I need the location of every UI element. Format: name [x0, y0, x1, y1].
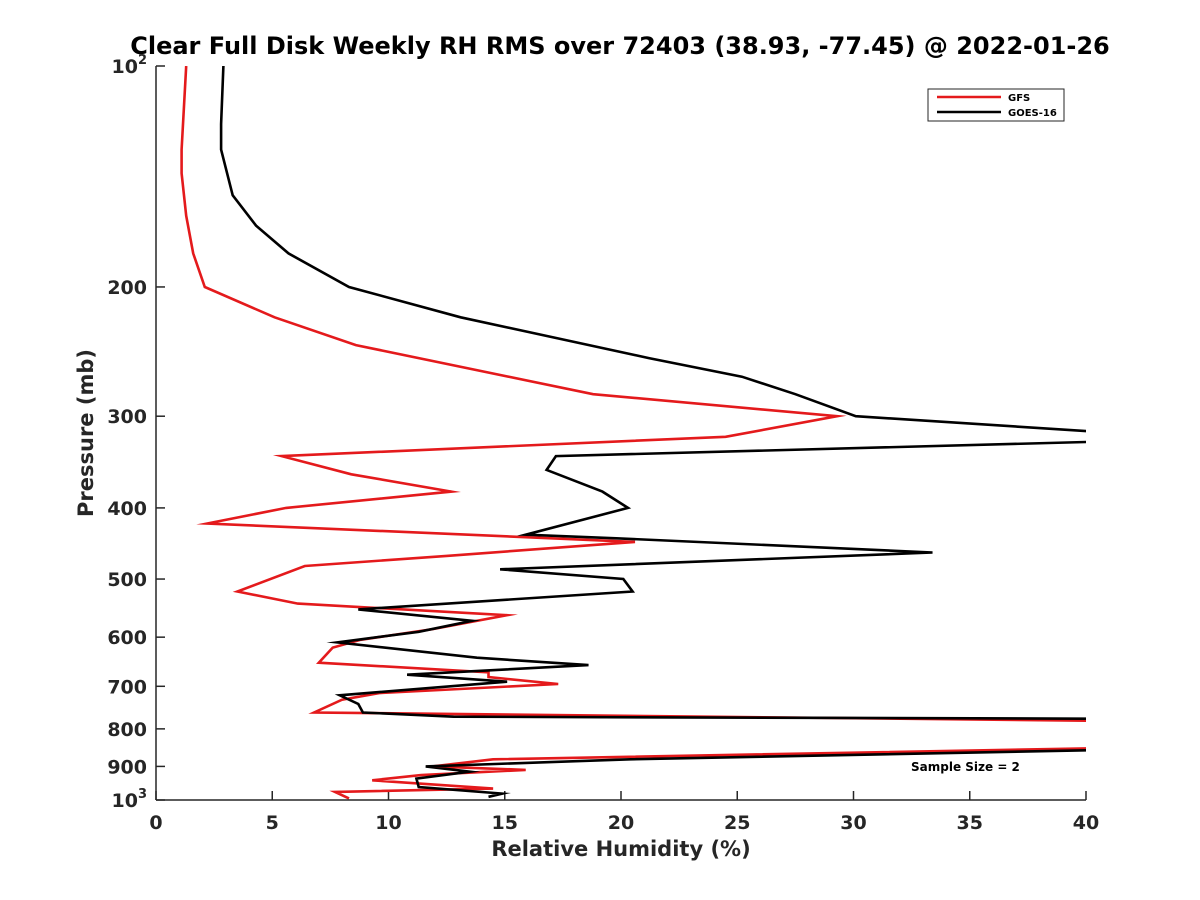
y-tick-label: 102 [112, 53, 148, 78]
y-tick-label: 300 [107, 406, 147, 428]
y-tick-base: 10 [112, 790, 138, 812]
y-tick-base: 400 [107, 498, 147, 520]
x-tick-label: 20 [608, 812, 634, 834]
y-tick-base: 800 [107, 719, 147, 741]
y-tick-base: 500 [107, 569, 147, 591]
x-tick-label: 0 [149, 812, 162, 834]
y-tick-exponent: 3 [138, 787, 147, 802]
y-axis-label: Pressure (mb) [74, 349, 98, 517]
x-tick-label: 10 [375, 812, 401, 834]
y-tick-base: 600 [107, 627, 147, 649]
y-tick-base: 300 [107, 406, 147, 428]
series-line-goes-16 [219, 66, 1086, 799]
x-tick-label: 35 [957, 812, 983, 834]
x-tick-label: 15 [492, 812, 518, 834]
y-tick-exponent: 2 [138, 53, 147, 68]
y-tick-label: 600 [107, 627, 147, 649]
legend-label: GFS [1008, 93, 1030, 104]
x-tick-label: 5 [266, 812, 279, 834]
legend-entries: GFS GOES-16 [937, 93, 1057, 119]
y-tick-base: 200 [107, 277, 147, 299]
x-axis-ticks: 0 5 10 15 20 25 30 35 40 [149, 791, 1099, 834]
y-tick-label: 500 [107, 569, 147, 591]
y-tick-label: 400 [107, 498, 147, 520]
legend: GFS GOES-16 [927, 88, 1065, 122]
legend-box [927, 88, 1065, 122]
y-tick-label: 700 [107, 676, 147, 698]
chart-title: Clear Full Disk Weekly RH RMS over 72403… [130, 32, 1110, 60]
series-layer [180, 66, 1086, 800]
x-axis-label: Relative Humidity (%) [491, 837, 750, 861]
y-tick-base: 10 [112, 56, 138, 78]
x-tick-label: 40 [1073, 812, 1099, 834]
legend-label: GOES-16 [1008, 108, 1057, 119]
sample-size-annotation: Sample Size = 2 [911, 760, 1020, 774]
y-tick-label: 900 [107, 756, 147, 778]
y-tick-label: 200 [107, 277, 147, 299]
y-tick-label: 800 [107, 719, 147, 741]
x-tick-label: 25 [724, 812, 750, 834]
y-tick-base: 900 [107, 756, 147, 778]
series-line-gfs [180, 66, 1086, 800]
y-tick-base: 700 [107, 676, 147, 698]
y-tick-label: 103 [112, 787, 148, 812]
x-tick-label: 30 [840, 812, 866, 834]
